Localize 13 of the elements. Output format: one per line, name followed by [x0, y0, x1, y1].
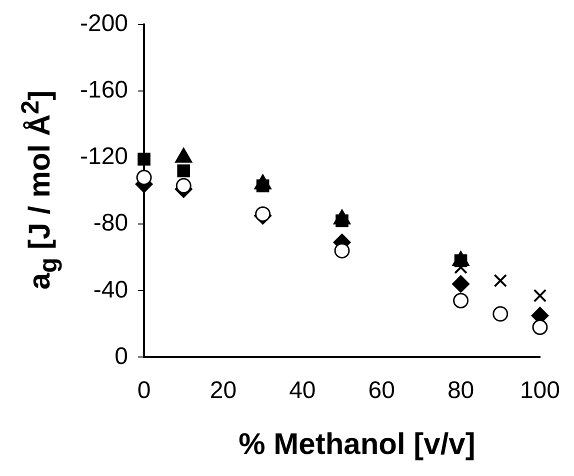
- x-axis-title: % Methanol [v/v]: [238, 428, 476, 462]
- x-tick-label: 60: [368, 377, 395, 404]
- x-tick-label: 40: [289, 377, 316, 404]
- x-tick-label: 100: [520, 377, 560, 404]
- y-tick-label: -200: [80, 10, 128, 38]
- y-tick-label: -80: [93, 210, 128, 237]
- x-tick-label: 80: [447, 377, 474, 404]
- y-tick-label: -120: [80, 143, 128, 170]
- x-tick-label: 20: [210, 377, 237, 404]
- x-tick-label: 0: [137, 377, 151, 404]
- y-tick-label: 0: [114, 342, 128, 370]
- y-tick-label: -40: [93, 276, 128, 304]
- y-tick-label: -160: [80, 76, 128, 104]
